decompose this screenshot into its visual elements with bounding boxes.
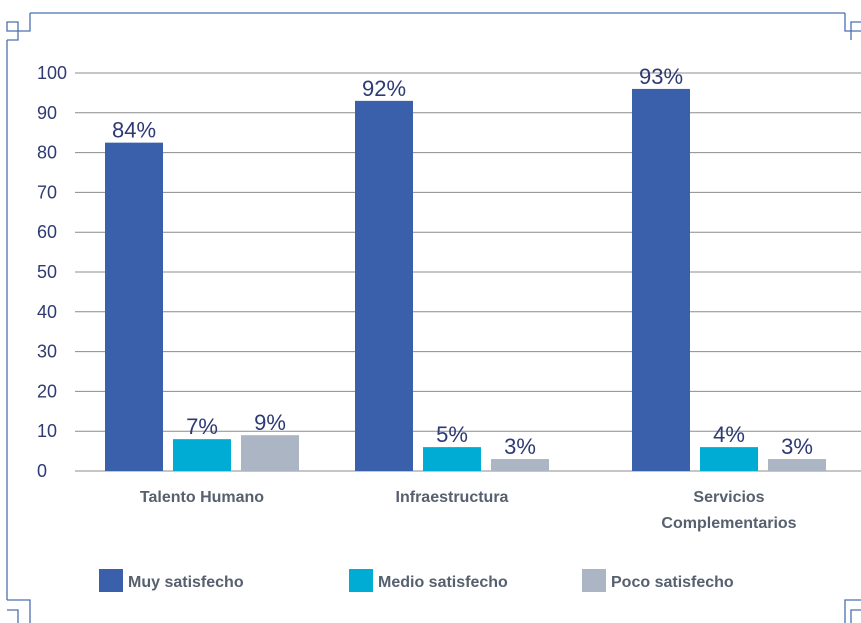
category-label-line: Complementarios bbox=[661, 515, 796, 532]
y-tick-label: 70 bbox=[37, 182, 57, 202]
gridlines bbox=[75, 72, 861, 472]
category-label-line: Infraestructura bbox=[396, 489, 509, 506]
data-label: 84% bbox=[112, 118, 156, 143]
bar bbox=[241, 435, 299, 471]
bar bbox=[632, 88, 690, 472]
data-label: 9% bbox=[254, 410, 286, 435]
bar bbox=[105, 142, 163, 471]
y-axis-tick-labels: 0 10 20 30 40 50 60 70 80 90 100 bbox=[37, 63, 67, 481]
y-tick-label: 10 bbox=[37, 421, 57, 441]
y-tick-label: 80 bbox=[37, 143, 57, 163]
legend: Muy satisfecho Medio satisfecho Poco satis… bbox=[99, 569, 734, 592]
data-label: 5% bbox=[436, 422, 468, 447]
bar bbox=[700, 447, 758, 471]
data-label: 92% bbox=[362, 76, 406, 101]
frame-corner-bottom-left bbox=[7, 599, 31, 623]
bars bbox=[105, 88, 826, 472]
legend-label: Muy satisfecho bbox=[128, 574, 244, 591]
data-label: 3% bbox=[781, 434, 813, 459]
category-labels: Talento Humano Infraestructura Servicios Co… bbox=[140, 489, 797, 532]
data-labels: 84% 92% 93% 7% 5% 4% 9% 3% 3% bbox=[112, 64, 813, 459]
category-label-line: Talento Humano bbox=[140, 489, 264, 506]
category-label-line: Servicios bbox=[693, 489, 764, 506]
y-tick-label: 100 bbox=[37, 63, 67, 83]
y-tick-label: 20 bbox=[37, 381, 57, 401]
legend-swatch bbox=[582, 569, 606, 592]
legend-swatch bbox=[349, 569, 373, 592]
legend-label: Poco satisfecho bbox=[611, 574, 734, 591]
bar bbox=[768, 459, 826, 471]
bar bbox=[173, 439, 231, 471]
y-tick-label: 40 bbox=[37, 302, 57, 322]
legend-label: Medio satisfecho bbox=[378, 574, 508, 591]
frame-corner-top-left bbox=[6, 13, 31, 41]
bar bbox=[491, 459, 549, 471]
data-label: 7% bbox=[186, 414, 218, 439]
legend-swatch bbox=[99, 569, 123, 592]
y-tick-label: 60 bbox=[37, 222, 57, 242]
frame-corner-bottom-right bbox=[844, 599, 861, 623]
y-tick-label: 30 bbox=[37, 342, 57, 362]
y-tick-label: 90 bbox=[37, 103, 57, 123]
category-label: Infraestructura bbox=[396, 489, 509, 506]
bar bbox=[423, 447, 481, 471]
data-label: 93% bbox=[639, 64, 683, 89]
bar bbox=[355, 100, 413, 472]
data-label: 4% bbox=[713, 422, 745, 447]
y-tick-label: 50 bbox=[37, 262, 57, 282]
y-tick-label: 0 bbox=[37, 461, 47, 481]
data-label: 3% bbox=[504, 434, 536, 459]
decorative-frame bbox=[6, 12, 861, 623]
frame-corner-top-right bbox=[844, 13, 861, 40]
category-label: Servicios Complementarios bbox=[661, 489, 796, 532]
category-label: Talento Humano bbox=[140, 489, 264, 506]
